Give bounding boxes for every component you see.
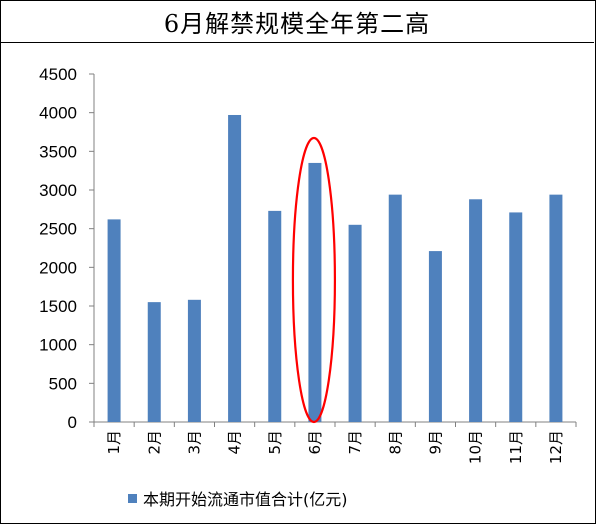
x-tick-label: 8月	[386, 430, 404, 455]
bar-2月	[147, 302, 161, 422]
x-tick-label: 7月	[346, 430, 364, 455]
bar-12月	[549, 194, 563, 422]
bar-6月	[308, 162, 322, 422]
chart-title: 6月解禁规模全年第二高	[0, 0, 594, 43]
bar-11月	[509, 212, 523, 422]
y-tick-label: 1000	[39, 336, 77, 355]
y-tick-label: 0	[68, 413, 77, 432]
bar-8月	[388, 194, 402, 422]
y-tick-label: 4000	[39, 104, 77, 123]
legend-swatch	[128, 493, 137, 503]
y-tick-label: 500	[49, 374, 77, 393]
x-tick-label: 4月	[226, 430, 244, 455]
y-tick-label: 3500	[39, 142, 77, 161]
x-tick-label: 9月	[426, 430, 444, 455]
bar-9月	[428, 251, 442, 422]
legend: 本期开始流通市值合计(亿元)	[128, 486, 348, 510]
y-tick-label: 2500	[39, 220, 77, 239]
y-tick-label: 2000	[39, 258, 77, 277]
bar-3月	[187, 299, 201, 422]
bar-1月	[107, 219, 121, 422]
y-tick-label: 3000	[39, 181, 77, 200]
bar-4月	[228, 114, 242, 422]
x-tick-label: 6月	[306, 430, 324, 455]
bar-5月	[268, 210, 282, 422]
bar-10月	[469, 199, 483, 422]
x-tick-label: 10月	[467, 430, 485, 464]
legend-label: 本期开始流通市值合计(亿元)	[143, 490, 348, 509]
x-tick-label: 5月	[266, 430, 284, 455]
x-tick-label: 2月	[145, 430, 163, 455]
x-tick-label: 1月	[105, 430, 123, 455]
x-tick-label: 12月	[547, 430, 565, 464]
y-tick-label: 1500	[39, 297, 77, 316]
highlight-ellipse	[291, 136, 337, 424]
x-tick-label: 3月	[185, 430, 203, 455]
y-tick-label: 4500	[39, 65, 77, 84]
x-tick-label: 11月	[507, 430, 525, 464]
bar-7月	[348, 224, 362, 422]
